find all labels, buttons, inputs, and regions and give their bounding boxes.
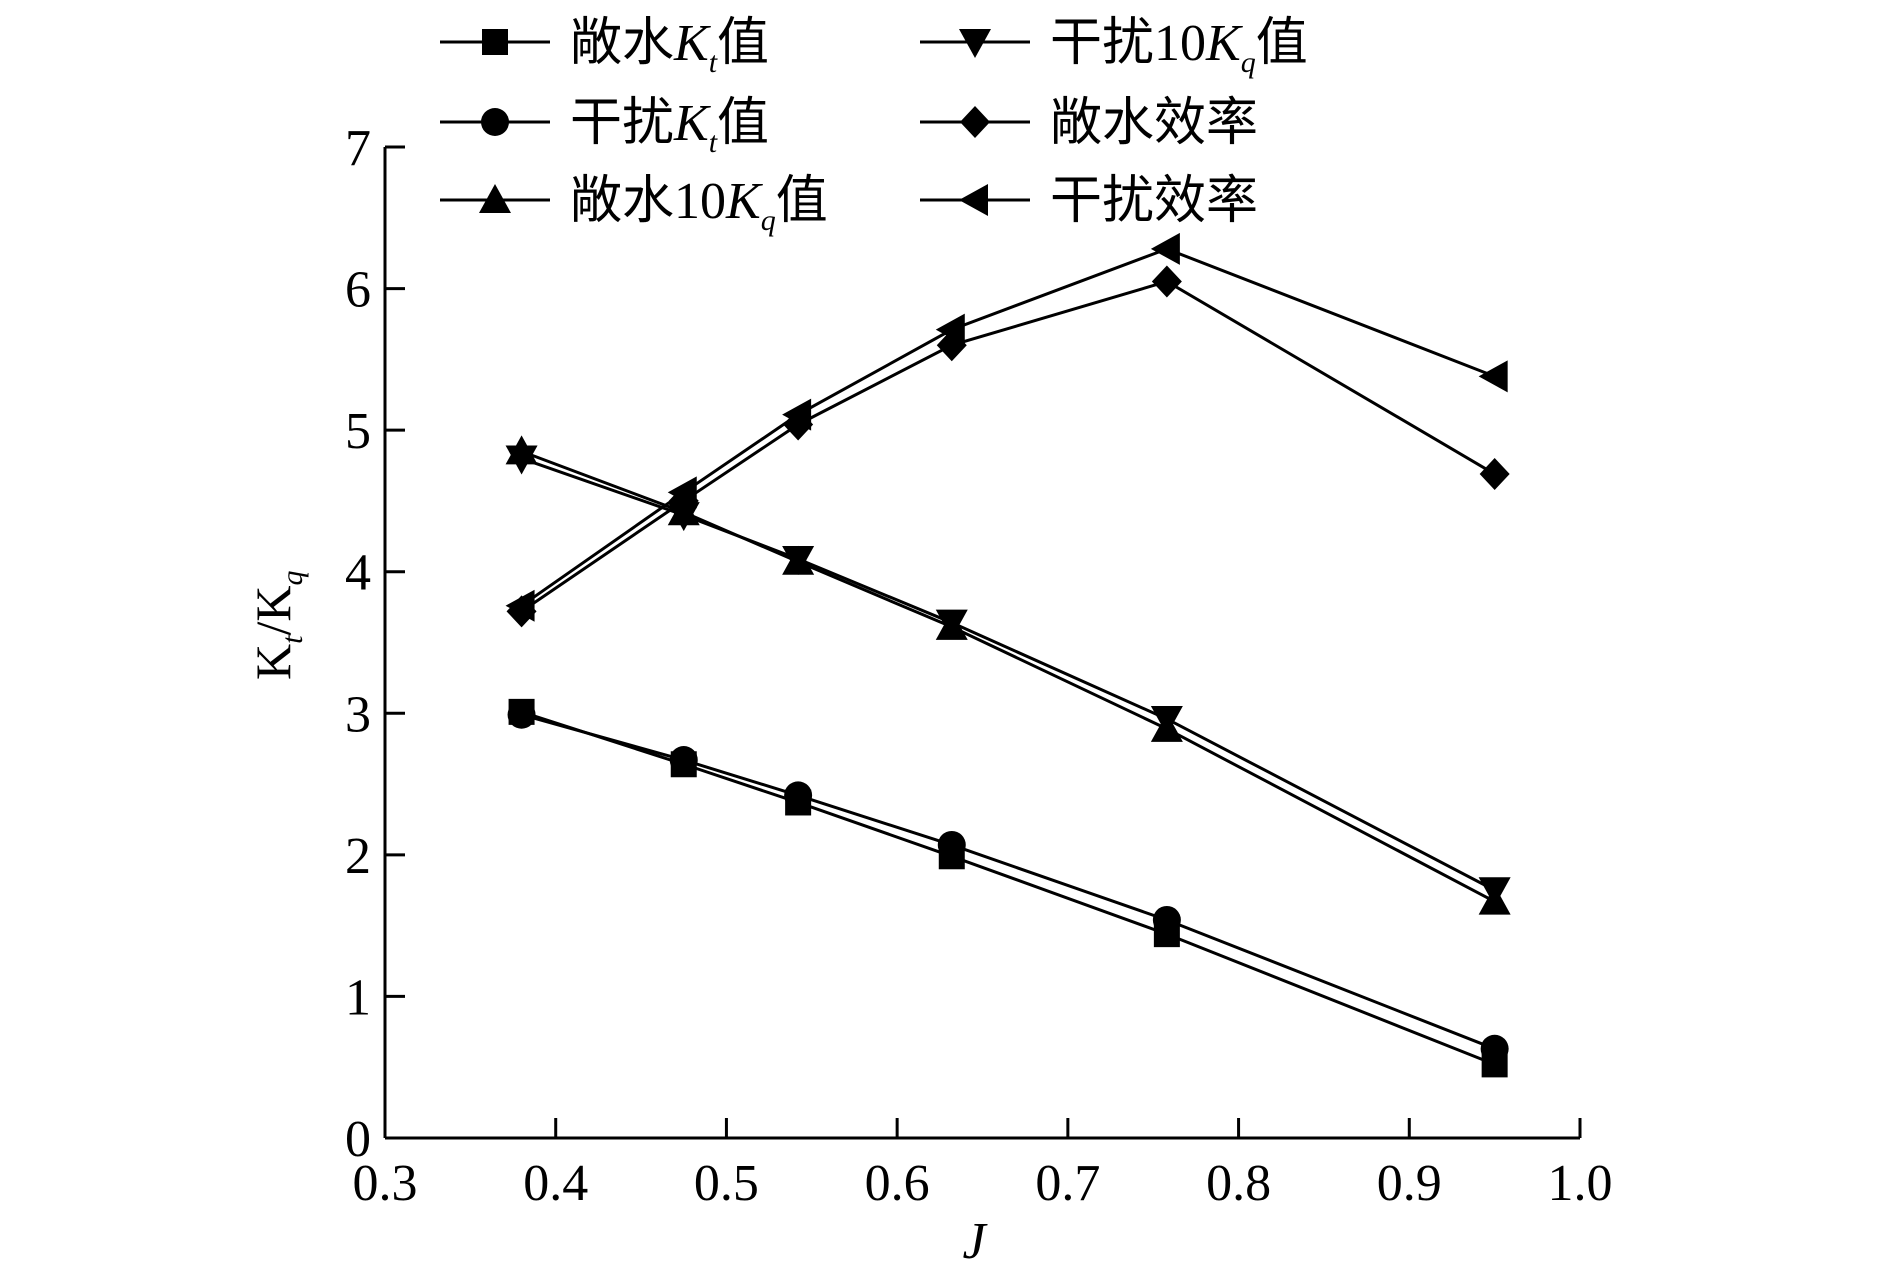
data-point bbox=[1478, 360, 1508, 393]
data-point bbox=[1152, 905, 1181, 934]
data-point bbox=[935, 313, 965, 346]
series-3 bbox=[505, 435, 1511, 915]
legend-label: 敞水效率 bbox=[1050, 95, 1258, 152]
data-point bbox=[667, 476, 697, 509]
series-1 bbox=[508, 698, 1508, 1078]
legend-item: 干扰10Kq值 bbox=[920, 15, 1308, 79]
x-tick-label: 0.9 bbox=[1377, 1155, 1442, 1212]
legend-item: 干扰Kt值 bbox=[440, 95, 769, 159]
data-point bbox=[1150, 705, 1183, 735]
legend-label: 干扰Kt值 bbox=[570, 95, 769, 159]
y-tick-label: 3 bbox=[345, 686, 371, 743]
data-point bbox=[479, 184, 511, 213]
x-tick-label: 1.0 bbox=[1548, 1155, 1613, 1212]
y-axis-title: Kt/Kq bbox=[245, 571, 309, 680]
series-5 bbox=[506, 265, 1510, 628]
x-tick-label: 0.4 bbox=[523, 1155, 588, 1212]
data-point bbox=[1150, 232, 1180, 265]
series-6 bbox=[505, 232, 1508, 622]
series-line bbox=[521, 449, 1496, 903]
data-point bbox=[960, 106, 990, 138]
series-layer bbox=[505, 232, 1511, 1078]
series-line bbox=[521, 710, 1496, 1066]
series-4 bbox=[505, 445, 1511, 907]
data-point bbox=[1480, 1034, 1509, 1063]
y-tick-label: 7 bbox=[345, 120, 371, 177]
data-point bbox=[959, 29, 991, 58]
data-point bbox=[1478, 877, 1511, 907]
axes: 0.3 0.4 0.5 0.6 0.7 0.8 0.9 1.0 0 1 2 3 4 5 6 7 bbox=[345, 120, 1613, 1212]
x-tick-label: 0.3 bbox=[353, 1155, 418, 1212]
data-point bbox=[507, 700, 536, 729]
legend-item: 干扰效率 bbox=[920, 173, 1258, 230]
y-tick-label: 1 bbox=[345, 969, 371, 1026]
legend-label: 干扰10Kq值 bbox=[1050, 15, 1308, 79]
series-line bbox=[521, 457, 1496, 892]
data-point bbox=[935, 609, 968, 639]
data-point bbox=[482, 29, 508, 55]
x-tick-label: 0.7 bbox=[1035, 1155, 1100, 1212]
y-tick-label: 6 bbox=[345, 262, 371, 319]
data-point bbox=[505, 445, 538, 475]
y-tick-label: 0 bbox=[345, 1111, 371, 1168]
legend-label: 敞水Kt值 bbox=[570, 15, 769, 79]
data-point bbox=[782, 398, 812, 431]
legend-item: 敞水效率 bbox=[920, 95, 1258, 152]
data-point bbox=[782, 545, 815, 575]
data-point bbox=[959, 184, 988, 216]
y-tick-label: 4 bbox=[345, 545, 371, 602]
y-tick-label: 2 bbox=[345, 828, 371, 885]
data-point bbox=[1479, 458, 1510, 491]
legend-item: 敞水10Kq值 bbox=[440, 173, 828, 237]
series-line bbox=[520, 247, 1496, 607]
series-2 bbox=[507, 700, 1509, 1063]
data-point bbox=[937, 830, 966, 859]
series-line bbox=[521, 713, 1496, 1051]
x-tick-label: 0.5 bbox=[694, 1155, 759, 1212]
legend-label: 干扰效率 bbox=[1050, 173, 1258, 230]
x-axis-title: J bbox=[962, 1213, 988, 1264]
data-point bbox=[1151, 265, 1182, 298]
data-point bbox=[481, 108, 509, 136]
x-tick-label: 0.6 bbox=[865, 1155, 930, 1212]
x-tick-label: 0.8 bbox=[1206, 1155, 1271, 1212]
series-line bbox=[520, 279, 1496, 613]
legend-item: 敞水Kt值 bbox=[440, 15, 769, 79]
data-point bbox=[784, 781, 813, 810]
data-point bbox=[505, 589, 535, 622]
legend-label: 敞水10Kq值 bbox=[570, 173, 828, 237]
data-point bbox=[669, 746, 698, 775]
y-tick-label: 5 bbox=[345, 403, 371, 460]
